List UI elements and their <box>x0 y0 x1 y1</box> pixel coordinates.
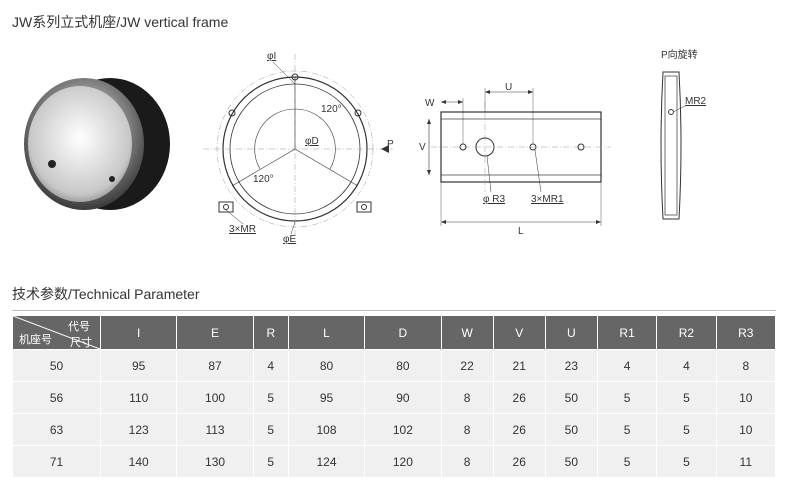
table-cell: 8 <box>441 414 493 446</box>
table-cell: 113 <box>177 414 253 446</box>
table-cell: 56 <box>13 382 101 414</box>
table-cell: 8 <box>716 350 775 382</box>
table-cell: 26 <box>493 414 545 446</box>
mr2-label: MR2 <box>685 96 707 107</box>
table-cell: 5 <box>597 414 656 446</box>
table-cell: 120 <box>365 446 441 478</box>
table-cell: 4 <box>253 350 288 382</box>
angle-label-2: 120° <box>253 174 274 185</box>
table-cell: 8 <box>441 446 493 478</box>
table-cell: 87 <box>177 350 253 382</box>
corner-top: 代号 <box>68 318 90 334</box>
table-cell: 140 <box>101 446 177 478</box>
col-header: W <box>441 316 493 350</box>
col-header: D <box>365 316 441 350</box>
corner-mid: 尺寸 <box>70 334 92 350</box>
table-cell: 4 <box>597 350 656 382</box>
page-title: JW系列立式机座/JW vertical frame <box>12 12 776 32</box>
diagram-row: φI 120° 120° φD 3×MR φE P <box>12 44 776 244</box>
table-cell: 80 <box>288 350 364 382</box>
table-cell: 100 <box>177 382 253 414</box>
table-cell: 4 <box>657 350 716 382</box>
table-cell: 102 <box>365 414 441 446</box>
table-cell: 90 <box>365 382 441 414</box>
table-row: 5611010059590826505510 <box>13 382 776 414</box>
circle-diagram: φI 120° 120° φD 3×MR φE P <box>195 44 395 244</box>
table-cell: 8 <box>441 382 493 414</box>
col-header: V <box>493 316 545 350</box>
table-cell: 10 <box>716 382 775 414</box>
table-cell: 108 <box>288 414 364 446</box>
table-cell: 110 <box>101 382 177 414</box>
table-cell: 5 <box>253 414 288 446</box>
table-cell: 63 <box>13 414 101 446</box>
table-row: 631231135108102826505510 <box>13 414 776 446</box>
table-cell: 71 <box>13 446 101 478</box>
rect-diagram: U W V φ R3 3×MR1 L <box>413 44 623 244</box>
col-header: E <box>177 316 253 350</box>
table-cell: 10 <box>716 414 775 446</box>
table-cell: 11 <box>716 446 775 478</box>
rotate-label: P向旋转 <box>661 48 698 61</box>
col-header: R2 <box>657 316 716 350</box>
table-cell: 21 <box>493 350 545 382</box>
table-cell: 50 <box>545 446 597 478</box>
table-cell: 5 <box>253 382 288 414</box>
mr-label: 3×MR <box>229 224 256 235</box>
table-cell: 123 <box>101 414 177 446</box>
section-title: 技术参数/Technical Parameter <box>12 284 776 311</box>
phi-i-label: φI <box>267 51 276 62</box>
corner-bot: 机座号 <box>19 331 52 347</box>
col-header: U <box>545 316 597 350</box>
table-cell: 50 <box>545 382 597 414</box>
table-cell: 23 <box>545 350 597 382</box>
table-cell: 5 <box>597 382 656 414</box>
product-photo <box>12 64 177 224</box>
table-cell: 5 <box>657 446 716 478</box>
u-label: U <box>505 82 512 93</box>
col-header: R <box>253 316 288 350</box>
table-row: 50958748080222123448 <box>13 350 776 382</box>
table-cell: 50 <box>13 350 101 382</box>
table-cell: 22 <box>441 350 493 382</box>
phi-d-label: φD <box>305 136 319 147</box>
table-cell: 50 <box>545 414 597 446</box>
col-header: L <box>288 316 364 350</box>
table-cell: 5 <box>657 414 716 446</box>
table-cell: 130 <box>177 446 253 478</box>
table-cell: 5 <box>253 446 288 478</box>
angle-label-1: 120° <box>321 104 342 115</box>
table-cell: 5 <box>657 382 716 414</box>
table-cell: 80 <box>365 350 441 382</box>
table-cell: 95 <box>288 382 364 414</box>
phi-e-label: φE <box>283 234 296 244</box>
v-label: V <box>419 142 426 153</box>
parameter-table: 代号 尺寸 机座号 I E R L D W V U R1 R2 R3 50958… <box>12 315 776 478</box>
l-label: L <box>518 226 524 237</box>
phi-r3-label: φ R3 <box>483 194 505 205</box>
table-cell: 5 <box>597 446 656 478</box>
table-cell: 124 <box>288 446 364 478</box>
table-cell: 26 <box>493 446 545 478</box>
side-diagram: P向旋转 MR2 <box>641 44 711 244</box>
table-corner-cell: 代号 尺寸 机座号 <box>13 316 101 350</box>
col-header: R3 <box>716 316 775 350</box>
mr1-label: 3×MR1 <box>531 194 564 205</box>
table-row: 711401305124120826505511 <box>13 446 776 478</box>
col-header: I <box>101 316 177 350</box>
table-cell: 95 <box>101 350 177 382</box>
w-label: W <box>425 98 435 109</box>
col-header: R1 <box>597 316 656 350</box>
table-cell: 26 <box>493 382 545 414</box>
